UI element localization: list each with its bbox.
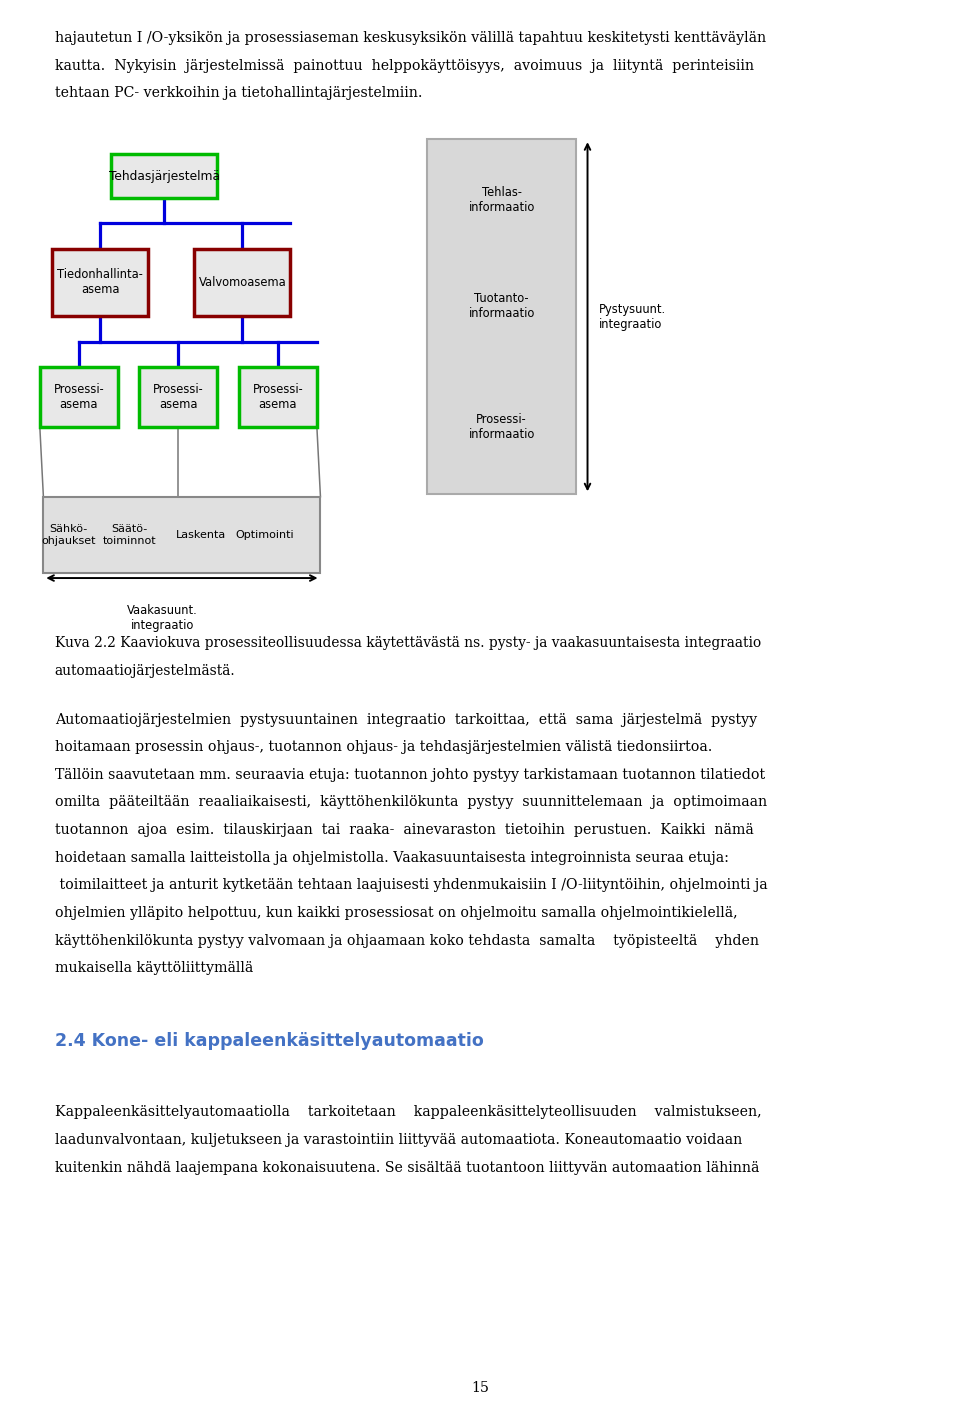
Bar xyxy=(194,248,290,316)
Text: tuotannon  ajoa  esim.  tilauskirjaan  tai  raaka-  ainevaraston  tietoihin  per: tuotannon ajoa esim. tilauskirjaan tai r… xyxy=(55,822,754,837)
Text: Laskenta: Laskenta xyxy=(177,530,227,540)
Bar xyxy=(427,139,576,495)
Text: Prosessi-
informaatio: Prosessi- informaatio xyxy=(468,413,535,441)
Text: mukaisella käyttöliittymällä: mukaisella käyttöliittymällä xyxy=(55,961,253,976)
Text: hoitamaan prosessin ohjaus-, tuotannon ohjaus- ja tehdasjärjestelmien välistä ti: hoitamaan prosessin ohjaus-, tuotannon o… xyxy=(55,740,712,754)
Text: Sähkö-
ohjaukset: Sähkö- ohjaukset xyxy=(41,523,96,546)
Bar xyxy=(110,155,217,199)
Text: omilta  pääteiltään  reaaliaikaisesti,  käyttöhenkilökunta  pystyy  suunnittelem: omilta pääteiltään reaaliaikaisesti, käy… xyxy=(55,795,767,810)
Text: hoidetaan samalla laitteistolla ja ohjelmistolla. Vaakasuuntaisesta integroinnis: hoidetaan samalla laitteistolla ja ohjel… xyxy=(55,851,729,865)
Text: kautta.  Nykyisin  järjestelmissä  painottuu  helppokäyttöisyys,  avoimuus  ja  : kautta. Nykyisin järjestelmissä painottu… xyxy=(55,58,754,72)
Text: käyttöhenkilökunta pystyy valvomaan ja ohjaamaan koko tehdasta  samalta    työpi: käyttöhenkilökunta pystyy valvomaan ja o… xyxy=(55,934,758,947)
Text: Tehlas-
informaatio: Tehlas- informaatio xyxy=(468,186,535,214)
Text: Prosessi-
asema: Prosessi- asema xyxy=(54,383,105,411)
Bar xyxy=(43,496,321,573)
Text: Kappaleenkäsittelyautomaatiolla    tarkoitetaan    kappaleenkäsittelyteollisuude: Kappaleenkäsittelyautomaatiolla tarkoite… xyxy=(55,1106,761,1119)
Text: ohjelmien ylläpito helpottuu, kun kaikki prosessiosat on ohjelmoitu samalla ohje: ohjelmien ylläpito helpottuu, kun kaikki… xyxy=(55,906,737,920)
Text: Prosessi-
asema: Prosessi- asema xyxy=(153,383,204,411)
Bar xyxy=(239,367,317,427)
Text: Vaakasuunt.
integraatio: Vaakasuunt. integraatio xyxy=(128,604,198,631)
Text: Tehdasjärjestelmä: Tehdasjärjestelmä xyxy=(108,170,220,183)
Text: kuitenkin nähdä laajempana kokonaisuutena. Se sisältää tuotantoon liittyvän auto: kuitenkin nähdä laajempana kokonaisuuten… xyxy=(55,1161,759,1174)
Text: automaatiojärjestelmästä.: automaatiojärjestelmästä. xyxy=(55,664,235,678)
Text: Kuva 2.2 Kaaviokuva prosessiteollisuudessa käytettävästä ns. pysty- ja vaakasuun: Kuva 2.2 Kaaviokuva prosessiteollisuudes… xyxy=(55,635,761,649)
Text: Automaatiojärjestelmien  pystysuuntainen  integraatio  tarkoittaa,  että  sama  : Automaatiojärjestelmien pystysuuntainen … xyxy=(55,712,756,726)
Text: Valvomoasema: Valvomoasema xyxy=(199,275,286,289)
Text: 15: 15 xyxy=(471,1381,489,1395)
Text: Tiedonhallinta-
asema: Tiedonhallinta- asema xyxy=(58,268,143,296)
Text: Optimointi: Optimointi xyxy=(236,530,295,540)
Text: toimilaitteet ja anturit kytketään tehtaan laajuisesti yhdenmukaisiin I /O-liity: toimilaitteet ja anturit kytketään tehta… xyxy=(55,878,767,892)
Bar xyxy=(139,367,217,427)
Bar xyxy=(39,367,118,427)
Text: Tuotanto-
informaatio: Tuotanto- informaatio xyxy=(468,292,535,320)
Bar xyxy=(52,248,148,316)
Text: Pystysuunt.
integraatio: Pystysuunt. integraatio xyxy=(599,303,666,330)
Text: hajautetun I /O-yksikön ja prosessiaseman keskusyksikön välillä tapahtuu keskite: hajautetun I /O-yksikön ja prosessiasema… xyxy=(55,31,766,45)
Text: 2.4 Kone- eli kappaleenkäsittelyautomaatio: 2.4 Kone- eli kappaleenkäsittelyautomaat… xyxy=(55,1032,484,1049)
Text: laadunvalvontaan, kuljetukseen ja varastointiin liittyvää automaatiota. Koneauto: laadunvalvontaan, kuljetukseen ja varast… xyxy=(55,1133,742,1147)
Text: Prosessi-
asema: Prosessi- asema xyxy=(252,383,303,411)
Text: Säätö-
toiminnot: Säätö- toiminnot xyxy=(103,523,156,546)
Text: tehtaan PC- verkkoihin ja tietohallintajärjestelmiin.: tehtaan PC- verkkoihin ja tietohallintaj… xyxy=(55,86,422,101)
Text: Tällöin saavutetaan mm. seuraavia etuja: tuotannon johto pystyy tarkistamaan tuo: Tällöin saavutetaan mm. seuraavia etuja:… xyxy=(55,769,765,781)
